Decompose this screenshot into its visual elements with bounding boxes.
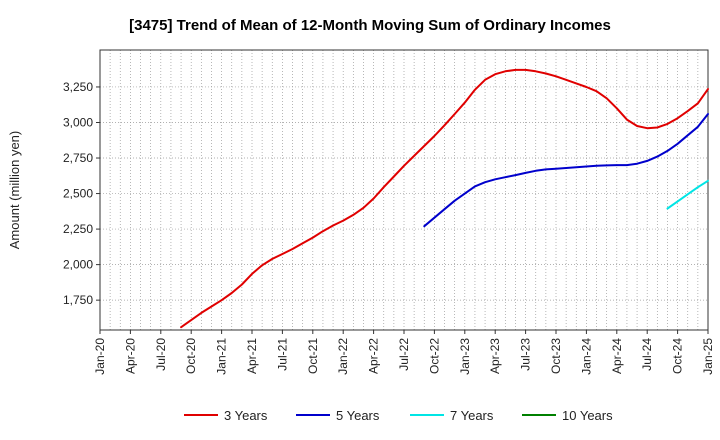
legend-label: 5 Years [336, 408, 380, 423]
y-tick-label: 2,000 [63, 258, 93, 272]
x-tick-label: Apr-20 [123, 338, 137, 374]
x-tick-label: Jul-21 [275, 338, 289, 371]
legend-label: 3 Years [224, 408, 268, 423]
x-tick-label: Jan-21 [215, 338, 229, 375]
x-tick-label: Apr-24 [610, 338, 624, 374]
x-tick-label: Jan-23 [458, 338, 472, 375]
x-tick-label: Jan-24 [579, 338, 593, 375]
x-tick-label: Jul-24 [640, 338, 654, 371]
x-tick-label: Jan-22 [336, 338, 350, 375]
x-axis-ticks: Jan-20 Apr-20 Jul-20 Oct-20 Jan-21 Apr-21 Jul-… [93, 330, 715, 375]
x-tick-label: Oct-24 [671, 338, 685, 374]
x-tick-label: Jul-23 [519, 338, 533, 371]
y-axis-ticks: 1,750 2,000 2,250 2,500 2,750 3,000 3,250 [63, 80, 100, 307]
x-tick-label: Oct-23 [549, 338, 563, 374]
x-tick-label: Jan-25 [701, 338, 715, 375]
grid [100, 50, 708, 330]
y-tick-label: 2,250 [63, 222, 93, 236]
series-line-5-years [423, 113, 709, 228]
y-tick-label: 2,500 [63, 187, 93, 201]
legend: 3 Years 5 Years 7 Years 10 Years [184, 408, 613, 423]
series-line-3-years [180, 68, 709, 329]
x-tick-label: Apr-21 [245, 338, 259, 374]
y-axis-label: Amount (million yen) [7, 131, 22, 250]
chart-title: [3475] Trend of Mean of 12-Month Moving … [129, 17, 611, 34]
series-line-7-years [666, 179, 709, 210]
x-tick-label: Oct-21 [306, 338, 320, 374]
legend-label: 7 Years [450, 408, 494, 423]
y-tick-label: 1,750 [63, 293, 93, 307]
y-tick-label: 3,000 [63, 115, 93, 129]
series [180, 68, 709, 329]
y-tick-label: 2,750 [63, 151, 93, 165]
x-tick-label: Oct-20 [184, 338, 198, 374]
x-tick-label: Jul-20 [154, 338, 168, 371]
x-tick-label: Apr-23 [488, 338, 502, 374]
x-tick-label: Apr-22 [367, 338, 381, 374]
x-tick-label: Jan-20 [93, 338, 107, 375]
x-tick-label: Oct-22 [427, 338, 441, 374]
legend-label: 10 Years [562, 408, 613, 423]
y-tick-label: 3,250 [63, 80, 93, 94]
x-tick-label: Jul-22 [397, 338, 411, 371]
